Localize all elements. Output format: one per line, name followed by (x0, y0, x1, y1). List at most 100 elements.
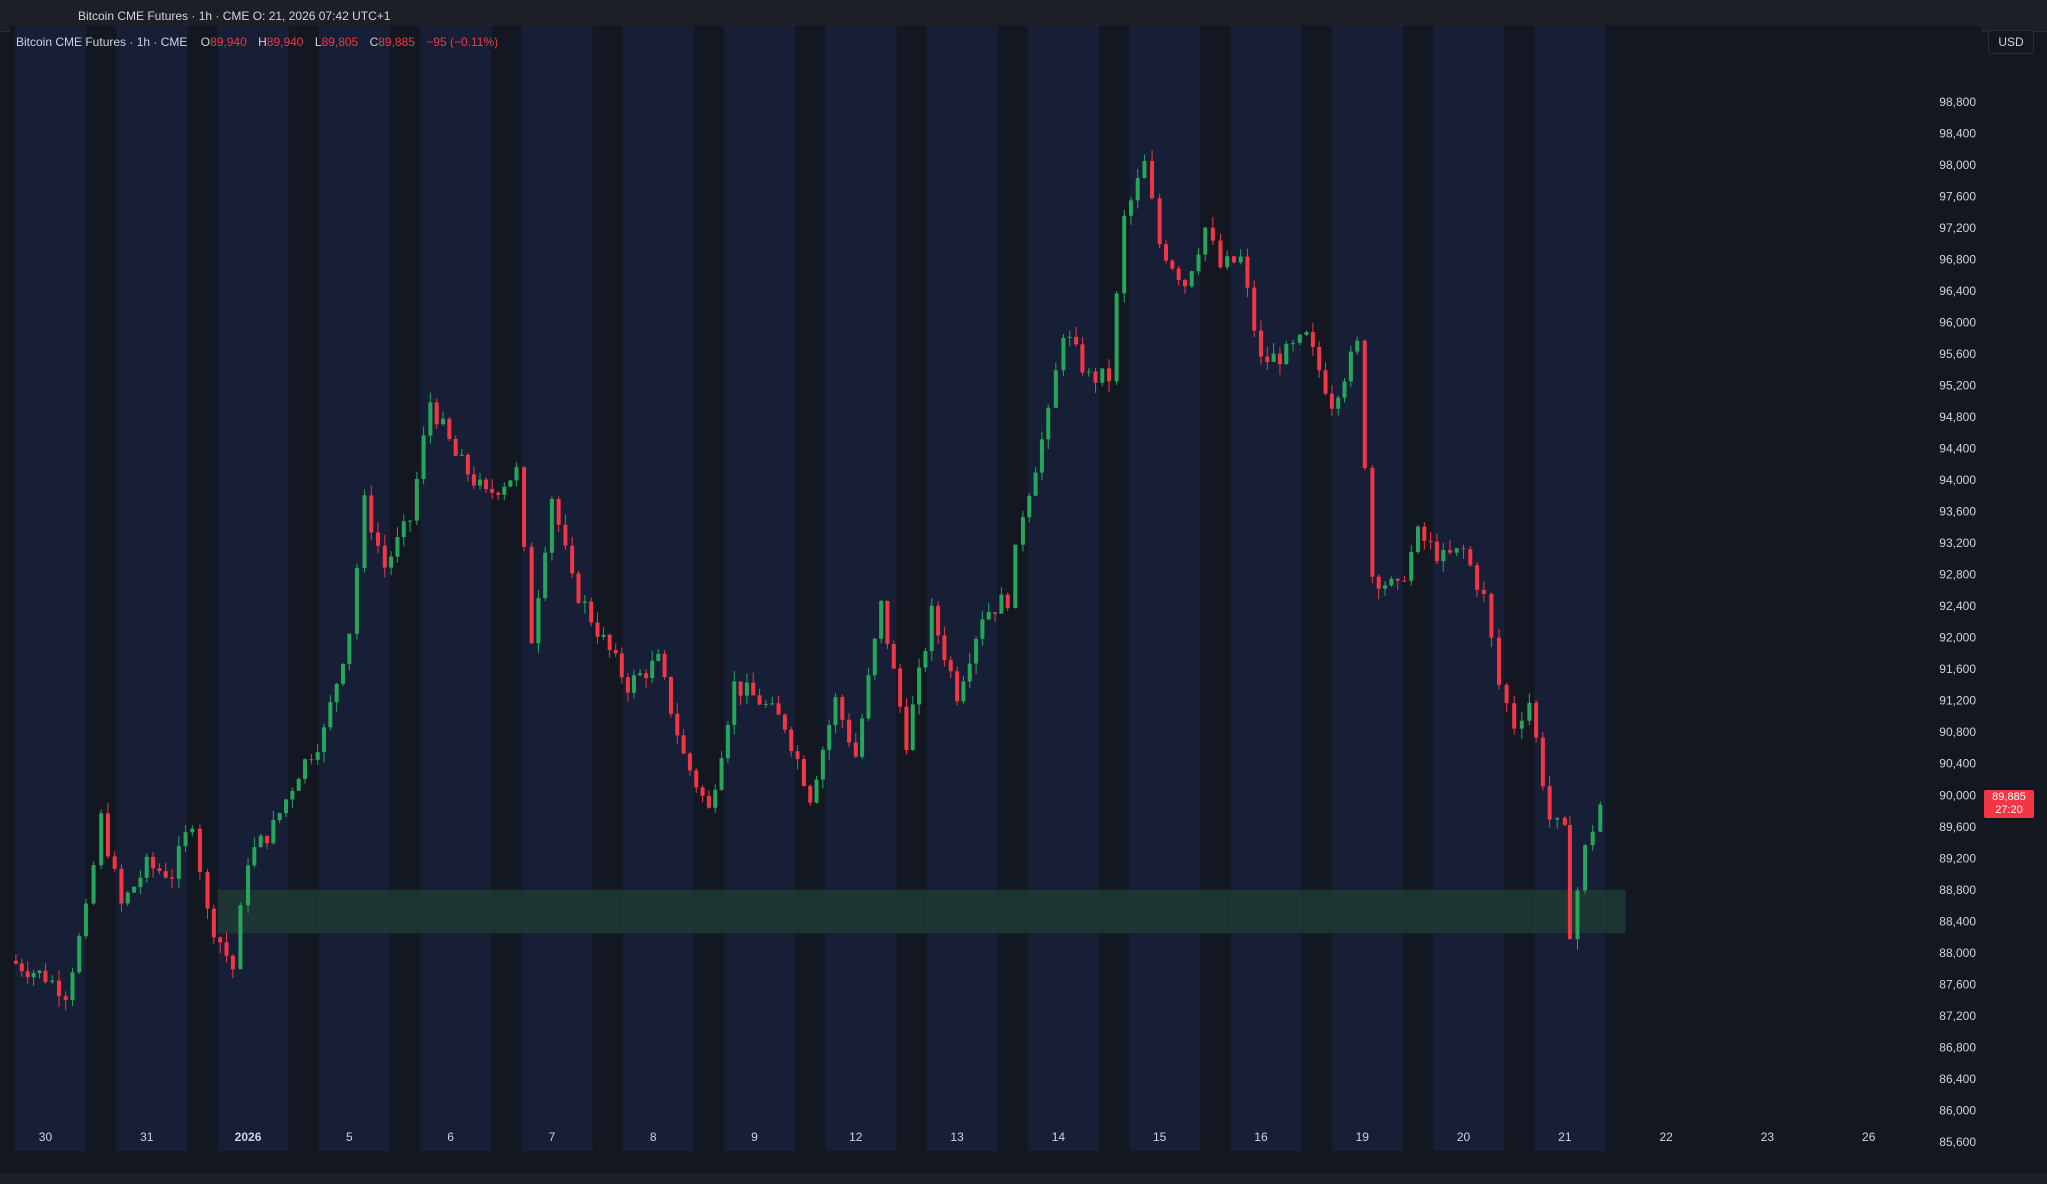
candle-body (757, 695, 762, 705)
candle-body (814, 779, 819, 803)
candle-body (441, 418, 446, 425)
candle-body (238, 905, 243, 970)
chart-plot-area[interactable]: 98,800 98,400 98,000 97,600 97,200 96,800 96,4… (10, 26, 1982, 1151)
candle-body (872, 638, 877, 676)
candle-body (1454, 548, 1459, 553)
candle-body (1370, 468, 1375, 577)
candle-body (549, 498, 554, 553)
candle-body (833, 697, 838, 726)
time-axis-label: 30 (39, 1130, 53, 1144)
candle-body (1481, 589, 1486, 594)
candle-body (369, 495, 374, 533)
candle-body (1428, 540, 1433, 542)
candle-body (904, 706, 909, 750)
candle-body (1080, 344, 1085, 373)
session-bands (15, 26, 1606, 1151)
legend-high-label: H (258, 35, 267, 49)
candle-body (434, 402, 439, 425)
candle-body (694, 770, 699, 788)
session-band (622, 26, 694, 1151)
price-axis-label: 89,600 (1939, 820, 1976, 834)
candle-body (170, 877, 175, 879)
candle-body (13, 960, 18, 964)
price-axis-label: 88,400 (1939, 914, 1976, 928)
candle-body (576, 573, 581, 603)
candle-body (980, 619, 985, 639)
price-axis-label: 90,800 (1939, 725, 1976, 739)
candle-body (1258, 330, 1263, 357)
candle-body (1555, 817, 1560, 820)
candle-body (1297, 334, 1302, 343)
candle-body (414, 478, 419, 521)
candle-body (1067, 336, 1072, 338)
candle-body (395, 537, 400, 557)
price-axis-label: 88,000 (1939, 946, 1976, 960)
candle-body (522, 467, 527, 547)
candle-body (303, 759, 308, 780)
session-band (1534, 26, 1606, 1151)
candle-body (37, 970, 42, 974)
candle-body (157, 868, 162, 872)
candle-body (354, 567, 359, 634)
price-axis-label: 92,400 (1939, 599, 1976, 613)
candle-body (993, 612, 998, 614)
candle-body (1100, 368, 1105, 383)
candle-body (885, 600, 890, 645)
candle-body (25, 971, 30, 978)
candle-body (1203, 227, 1208, 255)
legend-close-value: 89,885 (378, 35, 415, 49)
candle-body (1210, 227, 1215, 241)
candle-body (556, 498, 561, 525)
session-band (1433, 26, 1505, 1151)
last-price-tag: 89,885 27:20 (1984, 790, 2034, 819)
candle-body (860, 718, 865, 757)
candle-body (1512, 703, 1517, 729)
price-axis-label: 93,600 (1939, 505, 1976, 519)
candle-body (782, 714, 787, 730)
candle-body (1336, 397, 1341, 409)
candle-body (999, 594, 1004, 614)
legend-open-label: O (200, 35, 211, 49)
candle-body (56, 980, 61, 997)
candle-body (322, 727, 327, 753)
chart-header-title: Bitcoin CME Futures · 1h · CME O: 21, 20… (78, 9, 391, 23)
candlestick-chart[interactable]: 98,800 98,400 98,000 97,600 97,200 96,800 96,4… (10, 26, 1982, 1151)
candle-body (529, 546, 534, 644)
candle-body (362, 495, 367, 568)
candle-body (471, 474, 476, 486)
price-axis-label: 91,600 (1939, 662, 1976, 676)
candle-body (879, 600, 884, 639)
session-band (1331, 26, 1403, 1151)
legend-symbol: Bitcoin CME Futures · 1h · CME (16, 35, 188, 49)
candle-body (644, 673, 649, 679)
time-axis-label: 22 (1659, 1130, 1673, 1144)
price-axis-label: 96,000 (1939, 315, 1976, 329)
candle-body (891, 644, 896, 669)
price-axis-label: 86,000 (1939, 1103, 1976, 1117)
time-axis-label: 16 (1254, 1130, 1268, 1144)
candle-body (205, 872, 210, 909)
session-band (1027, 26, 1099, 1151)
candle-body (700, 787, 705, 796)
candle-body (898, 668, 903, 707)
candle-body (986, 612, 991, 620)
time-axis-label: 12 (849, 1130, 863, 1144)
candle-body (1547, 786, 1552, 820)
candle-body (514, 467, 519, 481)
candle-body (119, 868, 124, 904)
candle-body (1395, 578, 1400, 581)
time-axis-label: 2026 (235, 1130, 262, 1144)
currency-button[interactable]: USD (1988, 30, 2034, 54)
candle-body (1496, 637, 1501, 685)
candle-body (1265, 356, 1270, 362)
candle-body (1448, 550, 1453, 553)
candle-body (163, 871, 168, 878)
candle-body (948, 660, 953, 672)
candle-body (662, 653, 667, 677)
session-band (1129, 26, 1201, 1151)
candle-body (744, 682, 749, 696)
candle-body (582, 601, 587, 603)
candle-body (1422, 526, 1427, 541)
candle-body (1598, 804, 1603, 832)
candle-body (763, 703, 768, 705)
